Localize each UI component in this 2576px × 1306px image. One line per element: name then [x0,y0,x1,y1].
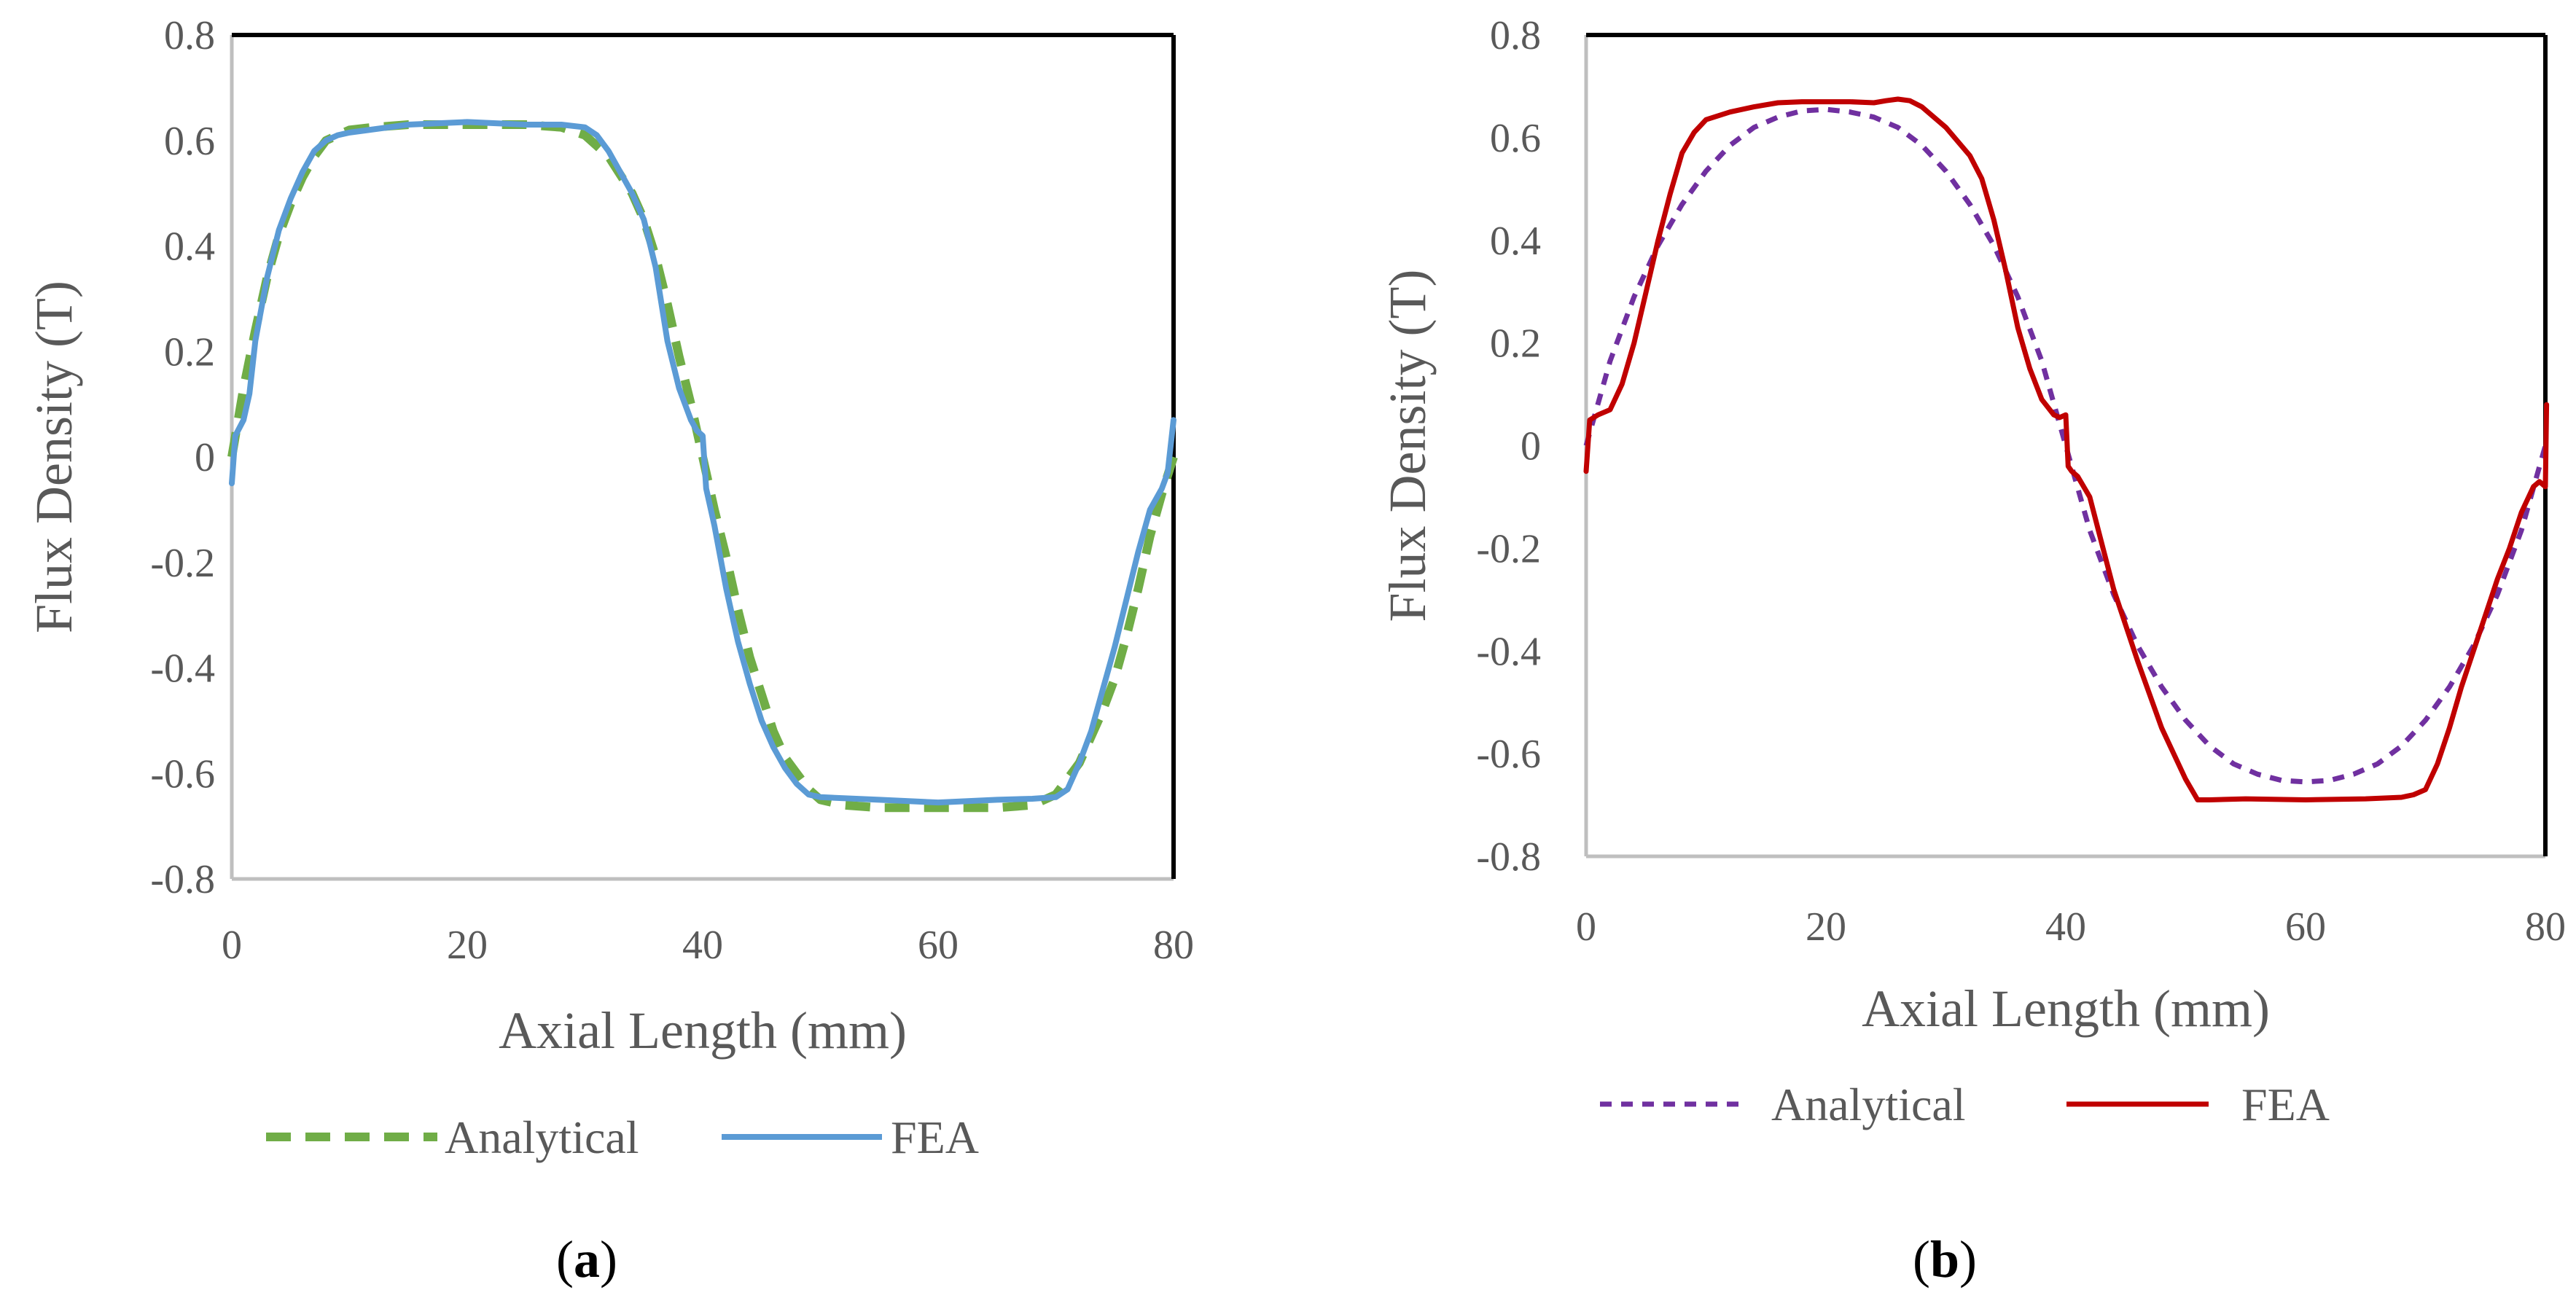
legend-label-analytical: Analytical [445,1111,639,1163]
legend-label-fea: FEA [891,1111,979,1163]
caption-close-paren: ) [1959,1230,1977,1289]
legend-label-fea: FEA [2241,1079,2330,1130]
chart-panel-a: -0.8-0.6-0.4-0.200.20.40.60.8 0 20 40 60 80 … [25,13,1194,1289]
x-tick-label: 40 [2045,904,2086,950]
y-tick-labels: -0.8 -0.6 -0.4 -0.2 0 0.2 0.4 0.6 0.8 [150,13,215,902]
y-tick-label: 0.2 [164,329,215,375]
x-tick-label: 60 [2285,904,2326,950]
caption-open-paren: ( [1913,1230,1930,1289]
y-tick-label: -0.8 [1476,834,1541,880]
y-tick-label: -0.2 [150,541,215,586]
y-tick-label: 0 [195,435,215,480]
y-tick-labels: -0.8 -0.6 -0.4 -0.2 0 0.2 0.4 0.6 0.8 [1476,13,1541,880]
x-axis-title: Axial Length (mm) [1862,980,2270,1038]
caption-letter: b [1930,1230,1959,1289]
y-tick-label: 0 [1521,424,1541,469]
y-tick-label: 0.8 [164,13,215,58]
y-tick-label: -0.8 [150,857,215,902]
x-tick-label: 0 [222,923,242,968]
y-tick-label: -0.4 [150,646,215,692]
x-tick-label: 80 [1153,923,1194,968]
legend: Analytical FEA [266,1111,979,1163]
panel-caption-a: (a) [556,1230,617,1289]
x-tick-label: 20 [447,923,488,968]
y-tick-label: 0.2 [1490,321,1541,367]
y-tick-label: 0.6 [164,119,215,164]
legend-label-analytical: Analytical [1771,1079,1966,1130]
y-tick-label: -0.6 [150,751,215,797]
y-tick-label: 0.4 [164,224,215,270]
panel-caption-b: (b) [1913,1230,1977,1289]
y-tick-label: 0.6 [1490,116,1541,161]
series-layer [1583,96,2550,802]
y-tick-label: -0.4 [1476,629,1541,674]
x-tick-labels: 0 20 40 60 80 [222,923,1194,968]
series-line-fea [1583,96,2550,802]
chart-panel-b: -0.8-0.6-0.4-0.200.20.40.60.8 0 20 40 60 80 … [1378,13,2566,1289]
x-tick-labels: 0 20 40 60 80 [1576,904,2566,950]
y-tick-label: 0.8 [1490,13,1541,58]
legend: Analytical FEA [1600,1079,2330,1130]
series-line-fea [229,119,1176,806]
x-tick-label: 80 [2525,904,2566,950]
y-tick-label: -0.6 [1476,732,1541,777]
x-axis-title: Axial Length (mm) [499,1001,907,1060]
series-layer [227,119,1178,813]
y-tick-label: 0.4 [1490,219,1541,264]
x-tick-label: 60 [918,923,959,968]
x-tick-label: 40 [682,923,723,968]
caption-open-paren: ( [556,1230,574,1289]
x-tick-label: 20 [1806,904,1846,950]
x-tick-label: 0 [1576,904,1596,950]
y-axis-title: Flux Density (T) [1378,270,1437,622]
caption-close-paren: ) [600,1230,617,1289]
y-tick-label: -0.2 [1476,526,1541,571]
y-axis-title: Flux Density (T) [25,281,83,633]
caption-letter: a [574,1230,600,1289]
